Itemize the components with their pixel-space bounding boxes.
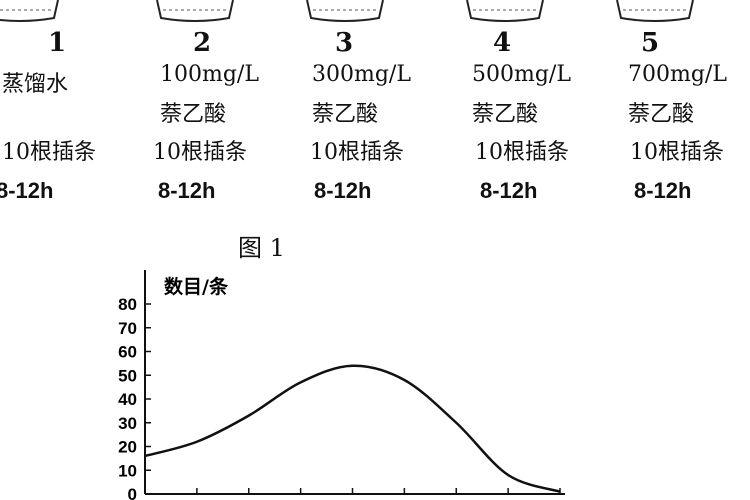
y-tick-label: 70 [118, 319, 137, 338]
group-2-time: 8-12h [158, 178, 216, 203]
group-5-time: 8-12h [634, 178, 692, 203]
group-3-cuttings: 10根插条 [310, 140, 404, 165]
y-tick-labels: 0 10 20 30 40 50 60 70 80 [118, 295, 151, 500]
group-3-time: 8-12h [314, 178, 372, 203]
beaker-1 [0, 0, 59, 22]
group-number-5: 5 [641, 28, 660, 58]
group-5-solution: 萘乙酸 [628, 102, 695, 127]
y-tick-label: 20 [118, 438, 137, 457]
group-4-time: 8-12h [480, 178, 538, 203]
y-tick-label: 30 [118, 414, 137, 433]
series-line [144, 364, 561, 493]
root-count-chart: 0 10 20 30 40 50 60 70 80 数目/条 [118, 270, 565, 500]
group-5-cuttings: 10根插条 [630, 140, 724, 165]
group-number-1: 1 [48, 28, 67, 58]
group-number-4: 4 [493, 28, 512, 58]
group-4-concentration: 500mg/L [472, 62, 571, 87]
group-1-time: 8-12h [0, 178, 54, 203]
beaker-4 [466, 0, 544, 22]
beaker-5 [616, 0, 694, 22]
y-tick-label: 80 [118, 295, 137, 314]
y-axis-label: 数目/条 [164, 275, 229, 298]
y-tick-label: 40 [118, 390, 137, 409]
group-1-cuttings: 10根插条 [2, 140, 96, 165]
beaker-3 [306, 0, 384, 22]
group-3-solution: 萘乙酸 [312, 102, 379, 127]
group-number-3: 3 [335, 28, 354, 58]
y-tick-label: 10 [118, 461, 137, 480]
y-tick-label: 0 [128, 485, 137, 500]
chart-axes [144, 270, 565, 495]
group-2-solution: 萘乙酸 [160, 102, 227, 127]
y-tick-label: 60 [118, 343, 137, 362]
group-3-concentration: 300mg/L [312, 62, 411, 87]
y-tick-label: 50 [118, 366, 137, 385]
group-2-cuttings: 10根插条 [153, 140, 247, 165]
group-4-solution: 萘乙酸 [472, 102, 539, 127]
figure-label: 图 1 [238, 234, 285, 262]
group-number-2: 2 [193, 28, 212, 58]
group-5-concentration: 700mg/L [628, 62, 727, 87]
beaker-2 [156, 0, 234, 22]
group-1-solution: 蒸馏水 [2, 72, 69, 97]
group-4-cuttings: 10根插条 [475, 140, 569, 165]
group-2-concentration: 100mg/L [160, 62, 259, 87]
